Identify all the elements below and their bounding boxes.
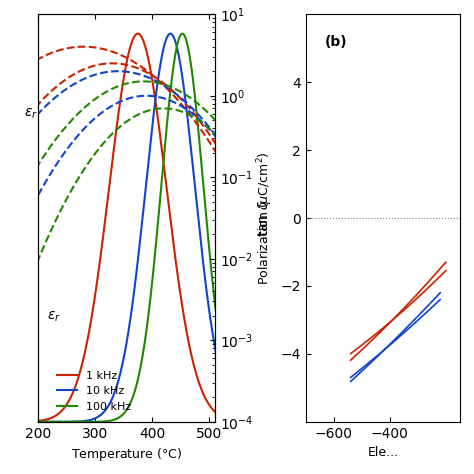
X-axis label: Ele...: Ele...: [367, 447, 398, 459]
Text: $\varepsilon_r$: $\varepsilon_r$: [24, 106, 38, 120]
Text: $\varepsilon_r$: $\varepsilon_r$: [47, 310, 61, 324]
Y-axis label: tan $\delta$: tan $\delta$: [257, 200, 272, 237]
X-axis label: Temperature ($\degree$C): Temperature ($\degree$C): [71, 447, 182, 463]
Y-axis label: Polarization ($\mu$C/cm$^2$): Polarization ($\mu$C/cm$^2$): [255, 151, 275, 285]
Text: (b): (b): [324, 35, 347, 49]
Legend: 1 kHz, 10 kHz, 100 kHz: 1 kHz, 10 kHz, 100 kHz: [52, 366, 136, 416]
